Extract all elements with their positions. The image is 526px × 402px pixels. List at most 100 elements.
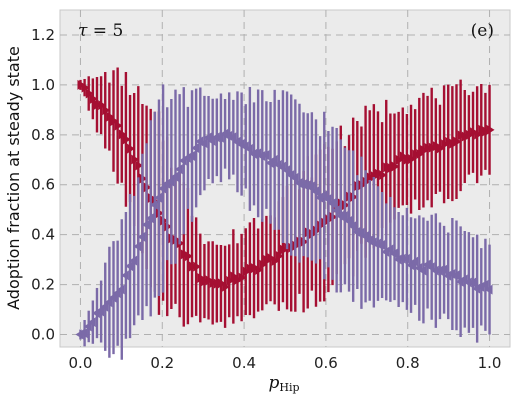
data-point xyxy=(310,186,319,197)
data-point xyxy=(187,151,196,162)
tick-labels: 0.0 0.2 0.4 0.6 0.8 1.0 0.0 0.2 0.4 0.6 0.8 1.0 1.2 xyxy=(31,26,501,372)
series-2-markers xyxy=(75,128,493,340)
series-2 xyxy=(75,84,493,360)
data-point xyxy=(401,253,410,264)
data-point xyxy=(391,161,400,172)
x-tick-label: 0.2 xyxy=(150,354,174,372)
data-point xyxy=(234,274,243,285)
data-point xyxy=(445,136,454,147)
series-layer xyxy=(75,67,495,360)
data-point xyxy=(480,279,489,290)
data-point xyxy=(395,154,404,165)
data-point xyxy=(246,263,255,274)
y-tick-label: 0.6 xyxy=(31,176,55,194)
data-point xyxy=(135,160,144,171)
y-tick-label: 0.0 xyxy=(31,326,55,344)
data-point xyxy=(108,292,117,303)
data-point xyxy=(263,255,272,266)
data-point xyxy=(424,143,433,154)
data-point xyxy=(271,255,280,266)
data-point xyxy=(418,265,427,276)
data-point xyxy=(478,124,487,135)
x-axis-label: pHip xyxy=(268,373,299,394)
data-point xyxy=(482,126,491,137)
data-point xyxy=(257,150,266,161)
data-point xyxy=(275,251,284,262)
data-point xyxy=(217,278,226,289)
data-point xyxy=(374,168,383,179)
panel-label: (e) xyxy=(471,21,494,41)
data-point xyxy=(184,251,193,262)
data-point xyxy=(120,270,129,281)
data-point xyxy=(226,275,235,286)
data-point xyxy=(180,249,189,260)
data-point xyxy=(87,317,96,328)
data-point xyxy=(323,194,332,205)
data-point xyxy=(251,263,260,274)
x-axis-label-sub: Hip xyxy=(279,381,299,394)
data-point xyxy=(451,270,460,281)
data-point xyxy=(145,213,154,224)
data-point xyxy=(306,181,315,192)
data-point xyxy=(377,239,386,250)
data-point xyxy=(215,132,224,143)
data-point xyxy=(102,105,111,116)
data-point xyxy=(83,321,92,332)
data-point xyxy=(439,264,448,275)
data-point xyxy=(81,82,90,93)
data-point xyxy=(463,277,472,288)
data-point xyxy=(125,261,134,272)
data-point xyxy=(209,277,218,288)
data-point xyxy=(77,79,86,90)
data-point xyxy=(137,231,146,242)
data-point xyxy=(335,210,344,221)
y-tick-label: 0.4 xyxy=(31,226,55,244)
data-point xyxy=(238,272,247,283)
data-point xyxy=(129,255,138,266)
data-point xyxy=(131,154,140,165)
data-point xyxy=(319,190,328,201)
data-point xyxy=(205,275,214,286)
data-point xyxy=(174,164,183,175)
data-point xyxy=(290,172,299,183)
data-point xyxy=(383,162,392,173)
x-tick-label: 1.0 xyxy=(478,354,502,372)
data-point xyxy=(441,139,450,150)
y-tick-label: 1.2 xyxy=(31,26,55,44)
data-point xyxy=(468,277,477,288)
data-point xyxy=(197,272,206,283)
data-point xyxy=(366,172,375,183)
data-point xyxy=(114,120,123,131)
x-tick-label: 0.0 xyxy=(69,354,93,372)
data-point xyxy=(434,265,443,276)
data-point xyxy=(110,116,119,127)
data-point xyxy=(282,165,291,176)
data-point xyxy=(89,93,98,104)
data-point xyxy=(397,253,406,264)
data-point xyxy=(436,143,445,154)
data-point xyxy=(393,254,402,265)
data-point xyxy=(193,261,202,272)
data-point xyxy=(255,265,264,276)
data-point xyxy=(267,253,276,264)
x-axis-label-main: p xyxy=(268,373,279,393)
data-point xyxy=(474,129,483,140)
data-point xyxy=(191,143,200,154)
data-point xyxy=(327,198,336,209)
data-point xyxy=(486,124,495,135)
data-point xyxy=(166,176,175,187)
data-point xyxy=(379,170,388,181)
data-point xyxy=(385,244,394,255)
x-tick-label: 0.6 xyxy=(314,354,338,372)
data-point xyxy=(344,215,353,226)
data-point xyxy=(211,132,220,143)
data-point xyxy=(432,141,441,152)
data-point xyxy=(149,199,158,210)
data-point xyxy=(484,284,493,295)
data-point xyxy=(453,136,462,147)
annotation-tau-symbol: τ xyxy=(78,21,88,41)
data-point xyxy=(387,163,396,174)
data-point xyxy=(259,259,268,270)
data-point xyxy=(189,261,198,272)
